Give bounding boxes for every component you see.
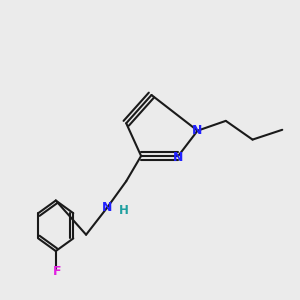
Text: F: F (53, 266, 61, 278)
Text: N: N (173, 151, 183, 164)
Text: N: N (102, 202, 112, 214)
Text: N: N (192, 124, 203, 137)
Text: H: H (119, 204, 129, 218)
